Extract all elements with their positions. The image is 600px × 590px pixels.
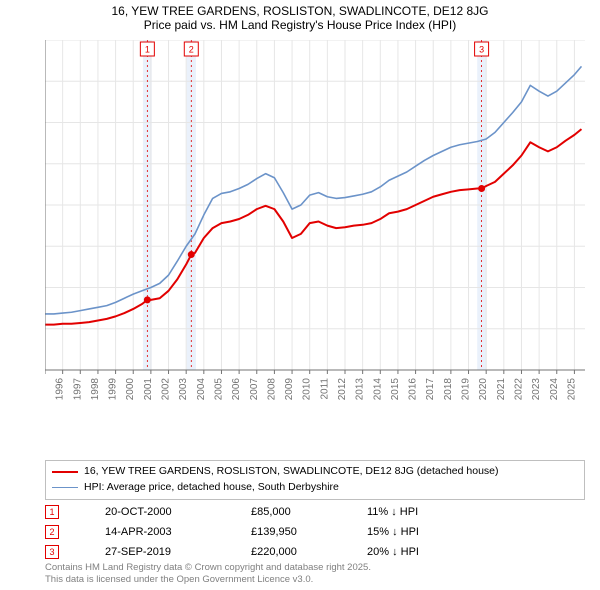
svg-text:2003: 2003	[178, 378, 189, 401]
chart-svg: £0£50K£100K£150K£200K£250K£300K£350K£400…	[45, 40, 585, 410]
footer-line: This data is licensed under the Open Gov…	[45, 574, 371, 586]
event-row: 3 27-SEP-2019 £220,000 20% ↓ HPI	[45, 542, 467, 562]
svg-text:2012: 2012	[337, 378, 348, 401]
svg-text:2016: 2016	[408, 378, 419, 401]
svg-text:2023: 2023	[531, 378, 542, 401]
svg-text:2005: 2005	[213, 378, 224, 401]
svg-text:2006: 2006	[231, 378, 242, 401]
svg-text:2010: 2010	[302, 378, 313, 401]
svg-text:2024: 2024	[549, 378, 560, 401]
legend-label: 16, YEW TREE GARDENS, ROSLISTON, SWADLIN…	[84, 464, 499, 480]
event-marker: 3	[45, 545, 59, 559]
svg-text:1: 1	[145, 45, 150, 55]
footer-line: Contains HM Land Registry data © Crown c…	[45, 562, 371, 574]
svg-text:2014: 2014	[372, 378, 383, 401]
event-date: 27-SEP-2019	[105, 546, 205, 558]
event-row: 1 20-OCT-2000 £85,000 11% ↓ HPI	[45, 502, 467, 522]
event-date: 20-OCT-2000	[105, 506, 205, 518]
svg-text:2011: 2011	[319, 378, 330, 400]
event-diff: 11% ↓ HPI	[367, 506, 467, 518]
svg-text:1998: 1998	[90, 378, 101, 401]
chart-area: £0£50K£100K£150K£200K£250K£300K£350K£400…	[45, 40, 585, 410]
title-block: 16, YEW TREE GARDENS, ROSLISTON, SWADLIN…	[0, 0, 600, 32]
legend: 16, YEW TREE GARDENS, ROSLISTON, SWADLIN…	[45, 460, 585, 500]
svg-text:2015: 2015	[390, 378, 401, 401]
svg-text:1996: 1996	[55, 378, 66, 401]
svg-text:2008: 2008	[266, 378, 277, 401]
svg-text:2007: 2007	[249, 378, 260, 401]
event-diff: 15% ↓ HPI	[367, 526, 467, 538]
event-marker: 2	[45, 525, 59, 539]
footer: Contains HM Land Registry data © Crown c…	[45, 562, 371, 587]
chart-container: 16, YEW TREE GARDENS, ROSLISTON, SWADLIN…	[0, 0, 600, 590]
svg-text:2: 2	[189, 45, 194, 55]
svg-text:1999: 1999	[108, 378, 119, 401]
svg-text:2022: 2022	[513, 378, 524, 401]
legend-label: HPI: Average price, detached house, Sout…	[84, 480, 339, 496]
svg-text:2000: 2000	[125, 378, 136, 401]
event-price: £220,000	[251, 546, 321, 558]
svg-text:2002: 2002	[161, 378, 172, 401]
title-address: 16, YEW TREE GARDENS, ROSLISTON, SWADLIN…	[0, 4, 600, 18]
svg-text:2013: 2013	[355, 378, 366, 401]
legend-swatch	[52, 471, 78, 473]
svg-text:1997: 1997	[72, 378, 83, 401]
svg-text:2018: 2018	[443, 378, 454, 401]
svg-text:2021: 2021	[496, 378, 507, 401]
svg-text:2025: 2025	[566, 378, 577, 401]
svg-text:1995: 1995	[45, 378, 48, 401]
svg-text:2004: 2004	[196, 378, 207, 401]
svg-text:2009: 2009	[284, 378, 295, 401]
event-diff: 20% ↓ HPI	[367, 546, 467, 558]
svg-text:2019: 2019	[461, 378, 472, 401]
event-price: £139,950	[251, 526, 321, 538]
legend-swatch	[52, 487, 78, 488]
legend-item: 16, YEW TREE GARDENS, ROSLISTON, SWADLIN…	[52, 464, 578, 480]
svg-text:2017: 2017	[425, 378, 436, 401]
events-list: 1 20-OCT-2000 £85,000 11% ↓ HPI 2 14-APR…	[45, 502, 467, 562]
event-price: £85,000	[251, 506, 321, 518]
event-date: 14-APR-2003	[105, 526, 205, 538]
event-marker: 1	[45, 505, 59, 519]
legend-item: HPI: Average price, detached house, Sout…	[52, 480, 578, 496]
svg-text:3: 3	[479, 45, 484, 55]
event-row: 2 14-APR-2003 £139,950 15% ↓ HPI	[45, 522, 467, 542]
title-subtitle: Price paid vs. HM Land Registry's House …	[0, 18, 600, 32]
svg-text:2020: 2020	[478, 378, 489, 401]
svg-text:2001: 2001	[143, 378, 154, 401]
